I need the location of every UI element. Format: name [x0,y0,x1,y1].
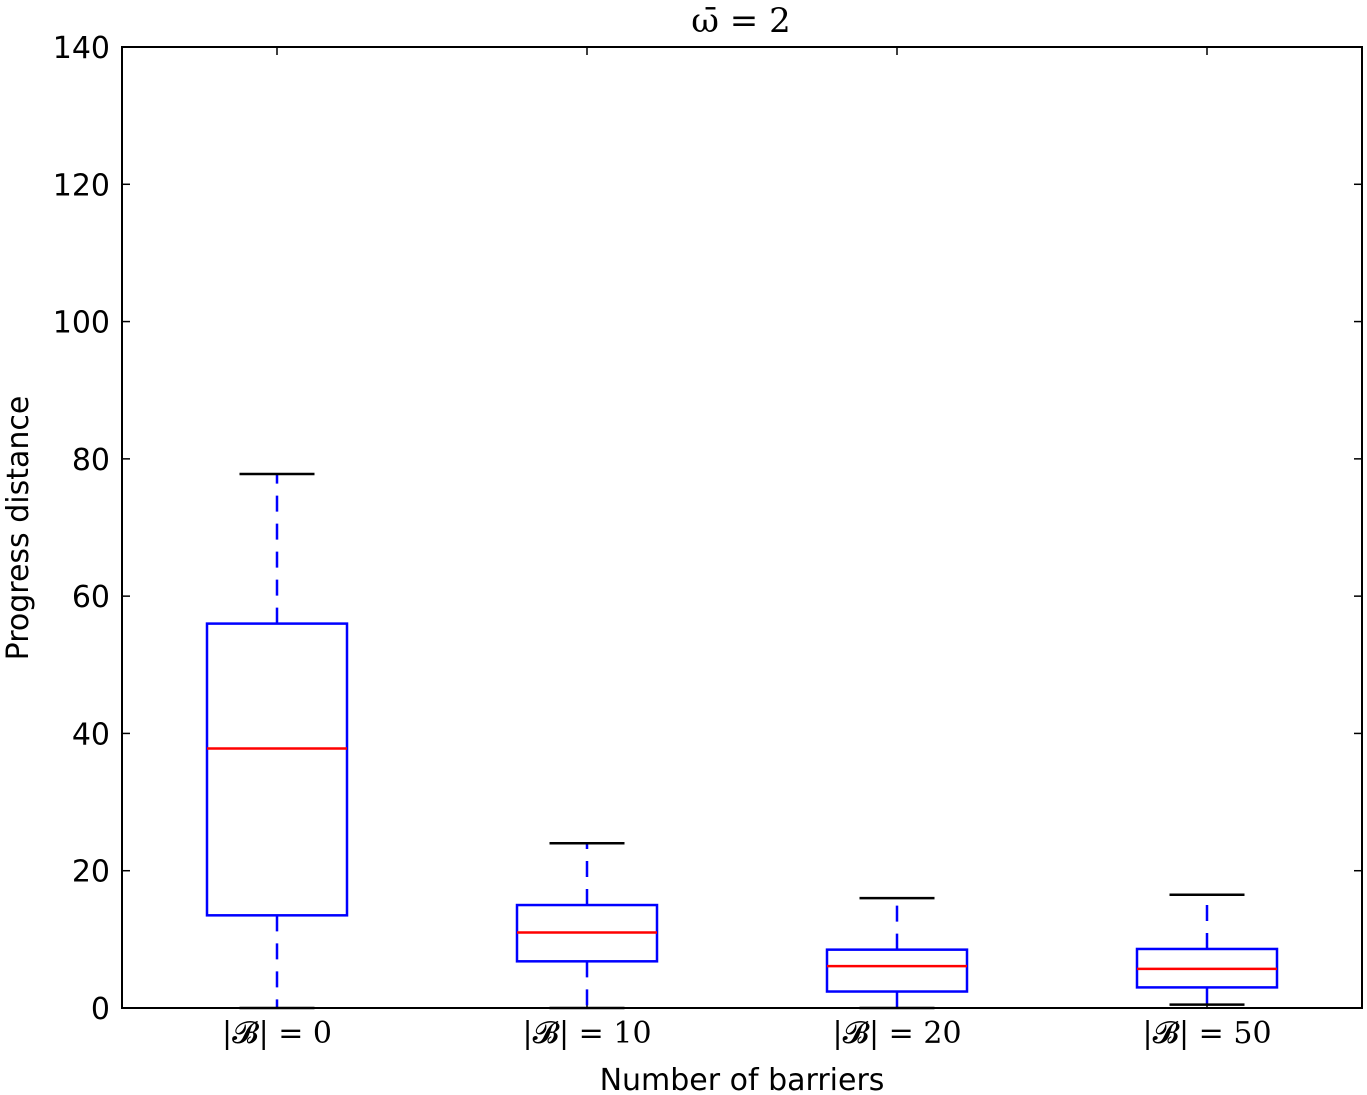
iqr-box [825,948,969,993]
y-axis-ticks: 0 20 40 60 80 100 120 140 [53,31,1362,1027]
y-tick-label: 80 [72,443,110,478]
y-tick-label: 100 [53,306,110,341]
box-group [825,896,969,1010]
iqr-box [205,622,349,917]
x-tick-label: |𝓑| = 10 [522,1016,651,1051]
y-tick-label: 0 [91,992,110,1027]
y-tick-label: 120 [53,168,110,203]
y-tick-label: 60 [72,580,110,615]
plot-frame [121,46,1363,1009]
y-tick-label: 20 [72,855,110,890]
chart-title: ω̄ = 2 [691,1,790,41]
box-group [515,842,659,1010]
x-tick-label: |𝓑| = 20 [832,1016,961,1051]
x-axis-ticks: |𝓑| = 0 |𝓑| = 10 |𝓑| = 20 |𝓑| = 50 [222,47,1272,1051]
x-axis-label: Number of barriers [600,1063,885,1095]
box-series [205,472,1279,1010]
x-tick-label: |𝓑| = 50 [1142,1016,1271,1051]
y-tick-label: 40 [72,717,110,752]
box-group [205,472,349,1010]
x-tick-label: |𝓑| = 0 [222,1016,332,1051]
y-tick-label: 140 [53,31,110,66]
box-group [1135,893,1279,1006]
y-axis-label: Progress distance [1,396,36,661]
